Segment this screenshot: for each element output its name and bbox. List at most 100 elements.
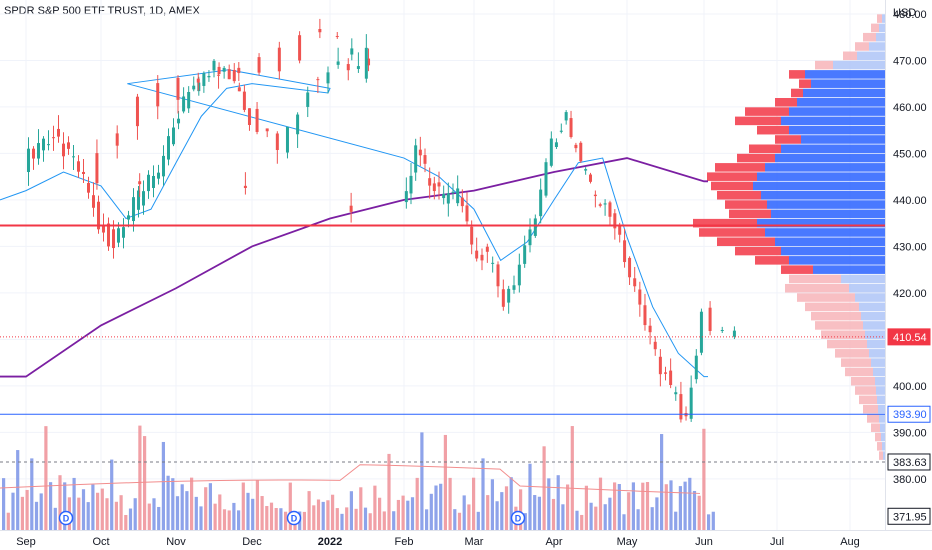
candle-body [67,142,70,149]
profile-bar-down [789,274,841,284]
candle-body [316,79,320,81]
candle-body [102,226,105,233]
candle-body [574,144,578,149]
volume-bar [166,475,170,530]
volume-bar [566,484,570,530]
candle-body [222,67,226,72]
volume-bar [495,501,499,530]
candle-body [446,193,450,204]
candle-body [496,264,500,287]
volume-bar [63,482,67,530]
x-tick-label: Feb [395,536,414,548]
profile-bar-up [869,42,885,51]
candle-body [648,325,652,333]
x-tick-label: Oct [92,536,109,548]
volume-bar [354,508,358,530]
candle-body [349,205,353,212]
profile-bar-down [717,237,775,247]
candle-body [608,202,612,217]
currency-label: USD [893,7,916,19]
profile-bar-down [855,42,869,51]
candle-body [589,174,592,182]
volume-bar [655,497,659,530]
profile-bar-up [781,246,885,256]
profile-bar-down [821,330,865,340]
volume-bar [147,503,151,530]
volume-bar [246,492,250,530]
candle-body [335,35,339,37]
profile-bar-up [849,283,885,293]
volume-bar [2,478,6,530]
candle-body [52,137,55,139]
volume-bar [110,459,114,530]
volume-bar [617,484,621,530]
volume-bar [594,506,598,530]
profile-bar-down [815,60,833,70]
volume-bar [363,507,368,530]
volume-bar [359,487,363,530]
candle-body [517,264,521,286]
volume-bar [490,479,494,530]
volume-bar [175,496,180,530]
candle-body [336,61,340,65]
profile-bar-up [767,200,885,209]
profile-bar-down [811,311,861,321]
price-tag-label: 410.54 [893,332,927,344]
dividend-marker-icon[interactable] [510,510,526,526]
candle-body [157,172,160,179]
volume-bar [664,484,668,530]
y-tick-label: 400.00 [893,381,927,393]
x-tick-label: Sep [16,536,36,548]
volume-bar [199,506,203,530]
dividend-marker-icon[interactable] [286,510,302,526]
profile-bar-up [883,451,885,460]
candle-body [485,246,489,252]
profile-bar-up [775,153,885,163]
volume-bar [307,491,311,530]
dividend-marker-icon[interactable] [58,510,74,526]
profile-bar-down [855,386,876,395]
candle-body [32,148,35,159]
profile-bar-down [879,451,883,460]
profile-bar-up [867,339,885,349]
candle-body [350,48,354,55]
profile-bar-up [876,386,885,395]
price-tag-box [887,453,931,471]
volume-bar [161,441,165,530]
volume-bar [500,492,504,530]
volume-bar [443,434,447,530]
volume-bar [302,511,306,530]
volume-bar [589,502,593,530]
volume-bar [519,489,523,530]
volume-bar [260,496,264,530]
profile-bar-down [791,88,803,98]
candle-body [172,127,175,145]
candle-body [243,185,247,188]
volume-bar [340,513,344,530]
volume-bar [321,501,325,530]
candle-body [623,240,627,263]
volume-bar [396,499,400,530]
candle-body [732,330,736,337]
profile-bar-down [871,23,879,33]
y-tick-label: 420.00 [893,288,927,300]
volume-bar [284,511,288,530]
profile-bar-up [781,116,885,126]
volume-bar [674,511,678,530]
y-tick-label: 480.00 [893,9,927,21]
candle-body [156,83,160,107]
volume-bar [81,489,86,530]
candle-body [152,175,155,188]
candle-body [176,77,180,100]
profile-bar-down [735,116,781,126]
y-tick-label: 450.00 [893,148,927,160]
candle-body [197,82,201,92]
volume-bar [58,475,62,530]
candle-body [112,229,115,249]
profile-bar-down [815,321,863,330]
profile-bar-up [757,172,885,181]
candle-body [162,155,165,177]
volume-bar [683,481,687,530]
candle-body [584,169,588,171]
